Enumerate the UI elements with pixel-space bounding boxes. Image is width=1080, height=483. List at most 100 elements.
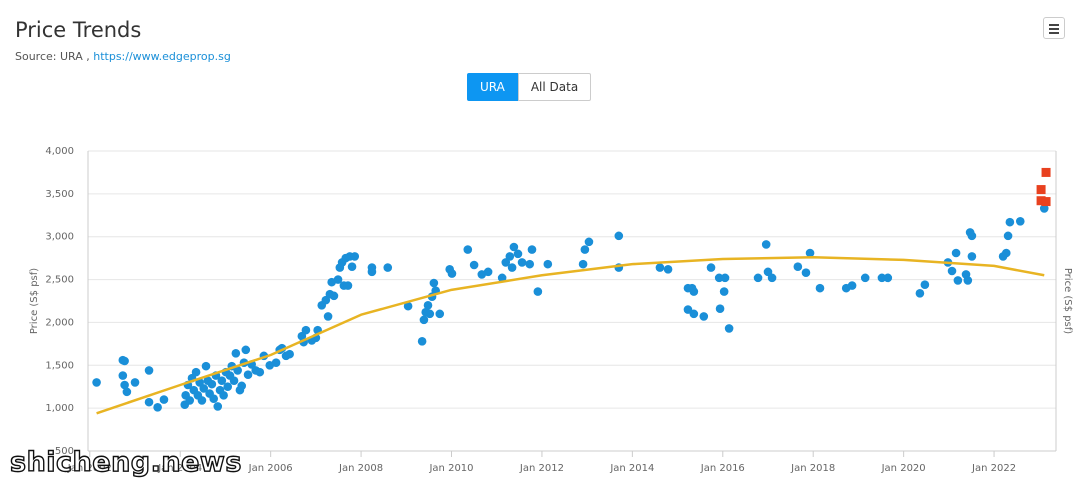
point: [207, 379, 217, 389]
point: [271, 358, 281, 368]
point: [753, 273, 763, 283]
point: [197, 396, 207, 405]
point: [517, 258, 527, 267]
point: [144, 366, 154, 375]
point: [199, 384, 209, 393]
point: [243, 370, 253, 380]
point: [367, 267, 377, 277]
point: [213, 402, 223, 411]
point: [1041, 167, 1051, 177]
point: [505, 252, 515, 261]
y2-axis-title: Price (S$ psf): [1062, 268, 1073, 334]
toggle: URA All Data: [467, 73, 592, 101]
point: [525, 259, 535, 269]
point: [483, 267, 493, 277]
point: [920, 280, 930, 290]
point: [144, 397, 154, 407]
point: [953, 276, 963, 285]
point: [333, 275, 343, 284]
x-tick-label: Jan 2020: [881, 463, 926, 474]
point: [423, 300, 433, 310]
point: [217, 376, 227, 386]
x-tick-label: Jan 2022: [971, 463, 1016, 474]
point: [383, 263, 393, 272]
point: [947, 266, 957, 276]
source-link[interactable]: https://www.edgeprop.sg: [93, 50, 231, 63]
point: [120, 380, 129, 390]
point: [429, 278, 439, 288]
point: [689, 309, 699, 319]
x-tick-label: Jan 2004: [157, 463, 202, 474]
point: [447, 269, 457, 278]
point: [469, 260, 479, 270]
point: [578, 259, 588, 269]
point: [614, 231, 624, 241]
point: [329, 291, 339, 301]
watermark: shicheng.news: [9, 446, 242, 478]
point: [1005, 217, 1015, 227]
point: [967, 252, 977, 261]
point: [915, 288, 925, 298]
point: [1036, 185, 1046, 195]
y-tick-label: 500: [55, 446, 74, 457]
point: [584, 237, 594, 247]
point: [655, 263, 665, 272]
point: [706, 263, 716, 272]
trend-line: [96, 256, 1045, 415]
point: [724, 324, 734, 333]
point: [815, 283, 825, 293]
point: [435, 309, 445, 319]
point: [805, 248, 815, 258]
point: [720, 273, 730, 283]
y-tick-label: 4,000: [45, 146, 74, 157]
point: [233, 366, 242, 375]
point: [301, 325, 311, 335]
point: [1036, 196, 1046, 206]
point: [231, 348, 241, 358]
point: [321, 295, 331, 305]
point: [715, 304, 725, 314]
point: [683, 283, 693, 293]
point: [219, 390, 228, 400]
point: [223, 382, 233, 392]
point: [122, 387, 132, 397]
x-tick-label: Jan 2018: [790, 463, 835, 474]
point: [350, 252, 360, 261]
point: [285, 349, 294, 359]
point: [1041, 197, 1051, 207]
point: [1003, 231, 1013, 241]
point: [159, 395, 169, 404]
point: [241, 345, 251, 355]
menu-button[interactable]: [1043, 17, 1065, 39]
point: [1001, 248, 1011, 258]
point: [343, 281, 353, 290]
point: [580, 245, 590, 254]
point: [714, 273, 724, 283]
x-tick-label: Jan 2016: [700, 463, 745, 474]
point: [847, 281, 857, 290]
x-tick-label: Jan 2008: [338, 463, 383, 474]
point: [323, 312, 333, 321]
point: [767, 273, 777, 283]
x-tick-label: Jan 2006: [248, 463, 293, 474]
point: [543, 259, 553, 269]
ura-button[interactable]: URA: [467, 73, 518, 101]
point: [130, 378, 140, 387]
point: [963, 276, 973, 285]
x-tick-label: Jan 2002: [67, 463, 112, 474]
y-tick-label: 2,000: [45, 317, 74, 328]
point: [497, 273, 507, 283]
point: [1015, 216, 1025, 226]
point: [860, 273, 870, 283]
point: [877, 273, 887, 283]
point: [763, 267, 773, 277]
source: Source: URA , https://www.edgeprop.sg: [15, 50, 231, 63]
point: [951, 248, 961, 258]
point: [347, 262, 357, 272]
all-data-button[interactable]: All Data: [517, 73, 592, 101]
x-tick-label: Jan 2012: [519, 463, 564, 474]
point: [801, 268, 811, 278]
point: [761, 240, 771, 249]
y-tick-label: 1,000: [45, 403, 74, 414]
